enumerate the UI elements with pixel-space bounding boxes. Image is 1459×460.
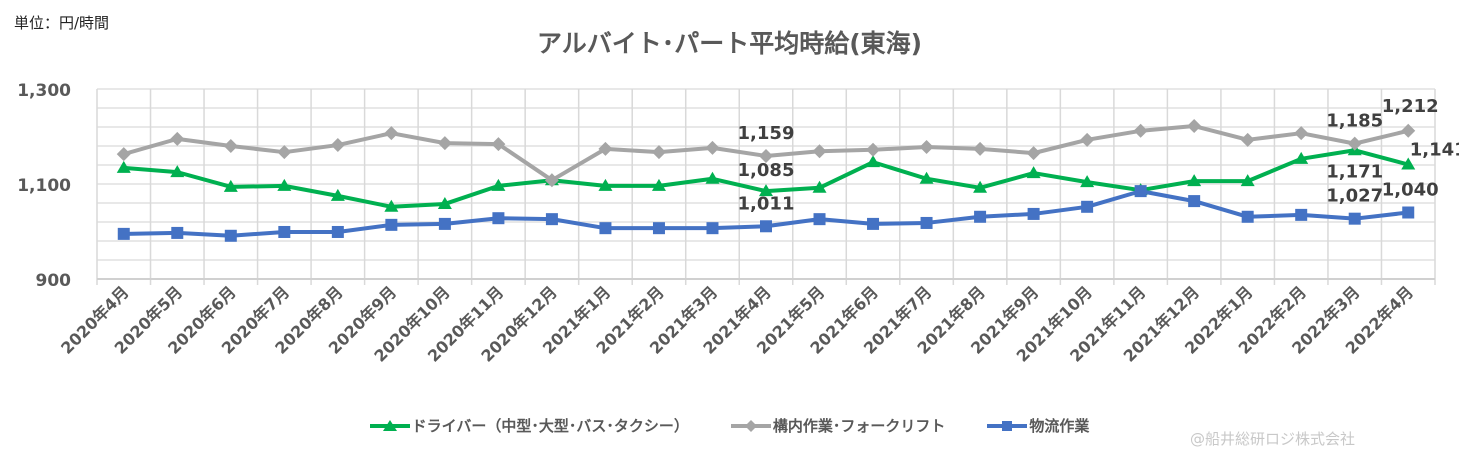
- data-label: 1,141: [1410, 140, 1459, 161]
- data-point: [384, 126, 399, 141]
- data-point: [1187, 119, 1202, 134]
- unit-label: 単位：円/時間: [14, 14, 110, 32]
- data-point: [706, 222, 719, 235]
- data-point: [920, 216, 933, 229]
- data-point: [331, 225, 344, 238]
- data-label: 1,027: [1326, 186, 1383, 207]
- data-point: [812, 180, 827, 193]
- legend-label: ドライバー（中型･大型･バス･タクシー）: [411, 417, 689, 435]
- data-point: [116, 147, 131, 162]
- data-point: [437, 136, 452, 151]
- data-point: [1241, 210, 1254, 223]
- data-point: [170, 165, 185, 178]
- data-point: [1080, 132, 1095, 147]
- y-tick-label: 1,100: [17, 176, 71, 196]
- data-point: [384, 199, 399, 212]
- data-point: [437, 196, 452, 209]
- chart-title: アルバイト･パート平均時給(東海): [536, 29, 923, 58]
- data-point: [277, 145, 292, 160]
- square-marker-icon: [987, 420, 1028, 431]
- data-point: [651, 145, 666, 160]
- data-label: 1,212: [1382, 96, 1439, 117]
- data-point: [973, 141, 988, 156]
- data-point: [1347, 136, 1362, 151]
- y-tick-label: 1,300: [17, 81, 71, 101]
- data-point: [438, 217, 451, 230]
- credit-text: @船井総研ロジ株式会社: [1190, 430, 1356, 448]
- data-point: [330, 188, 345, 201]
- data-point: [491, 178, 506, 191]
- data-point: [278, 225, 291, 238]
- data-point: [973, 180, 988, 193]
- data-point: [919, 139, 934, 154]
- data-point: [1294, 151, 1309, 164]
- data-point: [223, 179, 238, 192]
- data-point: [759, 184, 773, 197]
- data-point: [1188, 195, 1201, 208]
- data-point: [223, 139, 238, 153]
- data-point: [759, 148, 773, 163]
- data-point: [866, 142, 881, 157]
- legend-label: 構内作業･フォークリフト: [772, 417, 946, 435]
- data-point: [1027, 207, 1040, 220]
- diamond-marker-icon: [730, 419, 771, 432]
- data-point: [544, 173, 559, 188]
- data-point: [1295, 208, 1308, 221]
- data-point: [705, 171, 720, 184]
- data-point: [866, 155, 881, 168]
- triangle-marker-icon: [369, 419, 410, 431]
- data-point: [812, 144, 827, 159]
- data-point: [651, 178, 666, 191]
- data-point: [1240, 174, 1255, 187]
- legend-item-driver: ドライバー（中型･大型･バス･タクシー）: [369, 415, 689, 436]
- data-point: [1081, 200, 1094, 213]
- data-label: 1,185: [1326, 111, 1383, 132]
- data-point: [330, 138, 345, 153]
- data-point: [385, 218, 398, 231]
- data-point: [919, 171, 934, 184]
- legend-item-logistics: 物流作業: [987, 415, 1089, 436]
- data-point: [1240, 132, 1255, 147]
- data-point: [867, 217, 880, 230]
- data-point: [117, 227, 130, 240]
- data-point: [1401, 123, 1416, 138]
- data-label: 1,171: [1326, 161, 1383, 182]
- data-point: [1134, 185, 1147, 198]
- data-point: [492, 212, 505, 225]
- data-point: [705, 140, 720, 155]
- data-point: [652, 222, 665, 235]
- data-label: 1,011: [738, 193, 795, 214]
- data-point: [545, 213, 558, 226]
- data-point: [277, 178, 292, 191]
- data-label: 1,159: [738, 123, 795, 144]
- legend: ドライバー（中型･大型･バス･タクシー） 構内作業･フォークリフト 物流作業: [0, 415, 1459, 436]
- data-point: [598, 141, 613, 156]
- data-point: [170, 131, 185, 146]
- data-point: [1294, 126, 1309, 141]
- data-point: [974, 210, 987, 223]
- data-point: [1080, 175, 1095, 188]
- data-point: [1026, 166, 1041, 179]
- legend-item-forklift: 構内作業･フォークリフト: [730, 415, 946, 436]
- data-point: [224, 229, 237, 242]
- data-point: [491, 137, 506, 152]
- y-tick-label: 900: [36, 271, 72, 291]
- data-point: [1401, 157, 1416, 170]
- legend-label: 物流作業: [1029, 417, 1090, 435]
- data-point: [598, 178, 613, 191]
- data-point: [760, 220, 772, 233]
- data-point: [1133, 123, 1148, 138]
- data-point: [599, 222, 612, 235]
- data-point: [1348, 212, 1361, 225]
- data-point: [813, 213, 826, 226]
- data-label: 1,040: [1382, 180, 1439, 201]
- data-point: [1026, 146, 1041, 161]
- data-point: [116, 160, 131, 173]
- data-point: [171, 226, 184, 239]
- data-point: [1402, 206, 1415, 219]
- data-label: 1,085: [738, 160, 795, 181]
- data-point: [1187, 174, 1202, 187]
